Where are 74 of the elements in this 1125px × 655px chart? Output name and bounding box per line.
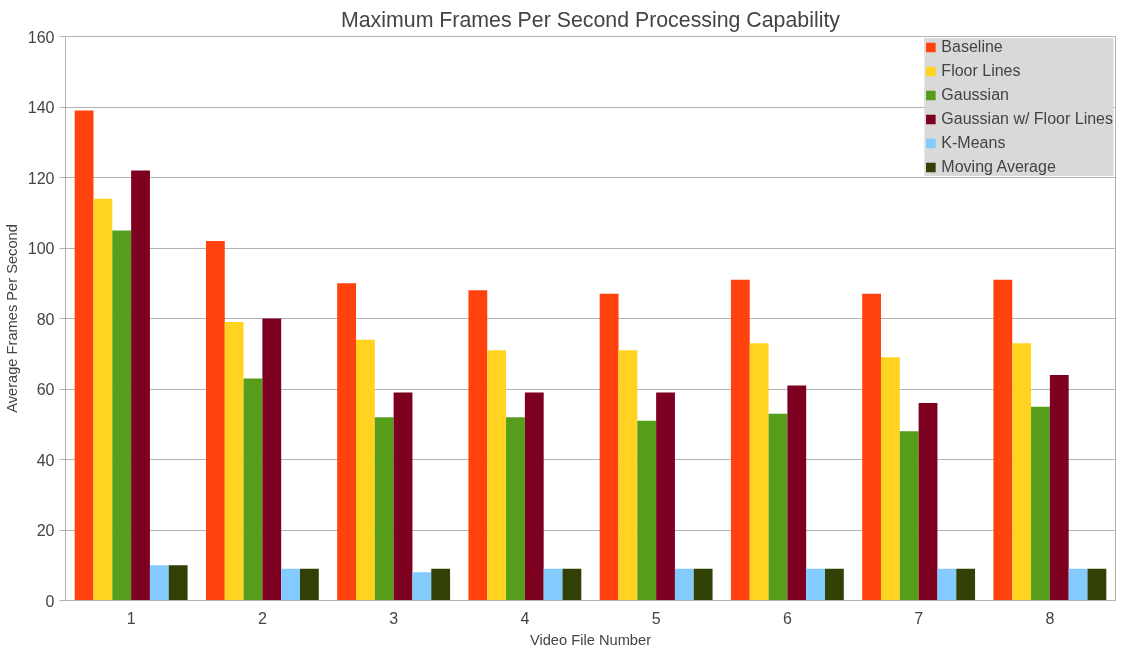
bar (112, 230, 132, 601)
x-tick-label: 2 (257, 609, 267, 627)
bar (1012, 343, 1032, 601)
bar (881, 357, 900, 601)
bar (224, 322, 244, 601)
bar (205, 240, 225, 601)
bar (768, 413, 788, 601)
y-tick-label: 120 (27, 169, 55, 187)
bar (281, 568, 300, 601)
bar (656, 392, 675, 601)
y-tick-label: 160 (27, 28, 55, 46)
x-tick-label: 1 (126, 609, 136, 627)
x-tick-label: 3 (389, 609, 399, 627)
y-tick-label: 20 (36, 522, 55, 539)
bar (262, 318, 282, 601)
x-tick-label: 5 (651, 609, 661, 627)
bar (93, 198, 113, 601)
bar (993, 279, 1013, 601)
bar (862, 293, 881, 601)
bar (1049, 374, 1069, 601)
y-axis-title: Average Frames Per Second (3, 224, 20, 413)
bar (937, 568, 957, 601)
bar (131, 170, 150, 601)
bar (412, 572, 432, 601)
bar (524, 392, 544, 601)
y-tick-label: 60 (36, 381, 55, 398)
bar (468, 290, 488, 601)
y-tick-label: 100 (27, 240, 55, 257)
y-tick-label: 0 (45, 592, 55, 610)
legend-label: Baseline (941, 38, 1003, 56)
bar (918, 403, 938, 601)
bar (787, 385, 807, 601)
y-tick-label: 80 (36, 310, 55, 328)
legend-label: Gaussian (941, 86, 1009, 104)
x-tick-label: 7 (914, 609, 924, 627)
legend-label: Gaussian w/ Floor Lines (941, 110, 1113, 128)
x-tick-label: 4 (520, 609, 530, 627)
bar (300, 568, 319, 601)
bar (487, 350, 507, 601)
bar (562, 568, 582, 601)
x-tick-label: 6 (782, 609, 792, 627)
y-tick-label: 140 (27, 99, 55, 116)
bar (506, 417, 525, 601)
bar (168, 565, 188, 601)
bar (599, 293, 619, 601)
bar (693, 568, 713, 601)
bar (374, 417, 394, 601)
legend-label: Moving Average (941, 158, 1056, 176)
bar (749, 343, 769, 601)
bar (149, 565, 169, 601)
y-tick-label: 40 (36, 451, 55, 469)
bar (899, 431, 919, 601)
x-tick-label: 8 (1045, 609, 1055, 627)
bar (74, 110, 94, 601)
bar (1068, 568, 1088, 601)
bar (956, 568, 976, 601)
bar (674, 568, 694, 601)
bar (1087, 568, 1107, 601)
legend-label: K-Means (941, 134, 1006, 152)
bar (1031, 406, 1050, 601)
chart-title: Maximum Frames Per Second Processing Capability (340, 7, 841, 32)
bar (543, 568, 563, 601)
bar (618, 350, 638, 601)
bar (825, 568, 844, 601)
x-axis-title: Video File Number (529, 631, 652, 648)
bar (356, 339, 375, 601)
bar (337, 283, 356, 601)
legend-label: Floor Lines (941, 62, 1021, 80)
bar (243, 378, 263, 601)
bar (730, 279, 750, 601)
bar (637, 420, 657, 601)
bar (431, 568, 451, 601)
bar (393, 392, 413, 601)
bar (806, 568, 825, 601)
